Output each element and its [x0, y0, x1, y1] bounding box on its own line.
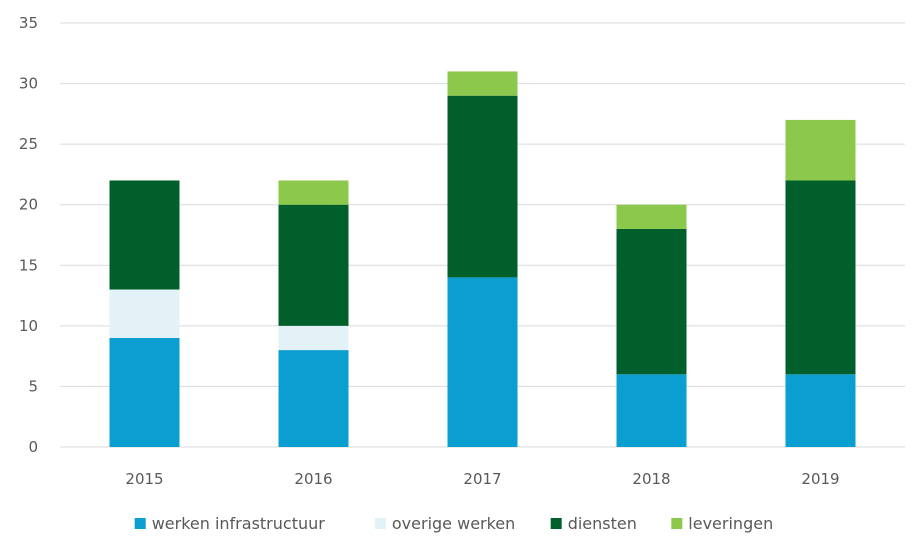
legend-swatch — [134, 518, 146, 529]
legend-item-2: diensten — [550, 514, 637, 533]
y-tick-label: 25 — [19, 135, 38, 153]
bar-segment-2018-0 — [616, 374, 687, 447]
bar-segment-2019-2 — [785, 180, 856, 375]
bars — [109, 71, 856, 447]
x-tick-label: 2016 — [294, 470, 332, 488]
bar-segment-2017-2 — [447, 95, 518, 278]
bar-segment-2015-1 — [109, 289, 180, 338]
y-tick-label: 30 — [19, 75, 38, 93]
bar-segment-2016-0 — [278, 350, 349, 447]
bar-segment-2017-0 — [447, 277, 518, 447]
x-tick-label: 2019 — [801, 470, 839, 488]
x-tick-label: 2018 — [632, 470, 670, 488]
legend-item-0: werken infrastructuur — [134, 514, 326, 533]
legend-item-1: overige werken — [374, 514, 515, 533]
legend-swatch — [550, 518, 562, 529]
bar-segment-2015-2 — [109, 180, 180, 290]
y-tick-label: 15 — [19, 256, 38, 274]
y-tick-label: 5 — [28, 377, 38, 395]
x-tick-label: 2015 — [125, 470, 163, 488]
legend-item-3: leveringen — [671, 514, 773, 533]
bar-segment-2019-3 — [785, 119, 856, 181]
y-axis-ticks: 0 5 10 15 20 25 30 35 — [19, 14, 38, 456]
legend-label: leveringen — [688, 514, 773, 533]
bar-segment-2016-2 — [278, 204, 349, 326]
legend-swatch — [374, 518, 386, 529]
bar-segment-2018-3 — [616, 204, 687, 229]
x-tick-label: 2017 — [463, 470, 501, 488]
x-axis-ticks: 2015 2016 2017 2018 2019 — [125, 470, 839, 488]
legend-label: diensten — [568, 514, 637, 533]
y-tick-label: 20 — [19, 196, 38, 214]
bar-segment-2015-0 — [109, 337, 180, 447]
y-tick-label: 10 — [19, 317, 38, 335]
y-tick-label: 0 — [28, 438, 38, 456]
legend-label: overige werken — [392, 514, 515, 533]
legend: werken infrastructuur overige werken diens… — [134, 514, 773, 533]
y-tick-label: 35 — [19, 14, 38, 32]
legend-swatch — [671, 518, 683, 529]
bar-segment-2019-0 — [785, 374, 856, 447]
bar-segment-2016-1 — [278, 325, 349, 351]
bar-segment-2017-3 — [447, 71, 518, 96]
bar-segment-2016-3 — [278, 180, 349, 205]
legend-label: werken infrastructuur — [152, 514, 326, 533]
bar-segment-2018-2 — [616, 228, 687, 375]
